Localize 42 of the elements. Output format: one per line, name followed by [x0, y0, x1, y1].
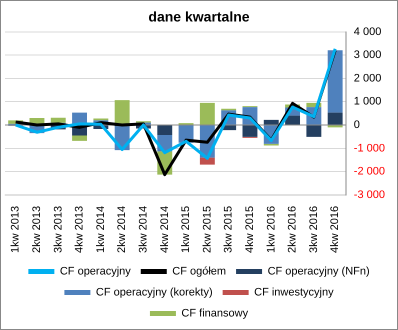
x-tick-label: 2kw 2014 [116, 206, 128, 254]
bar [328, 112, 343, 125]
bar [306, 126, 322, 137]
legend-label: CF finansowy [181, 308, 249, 320]
x-tick-label: 1kw 2013 [10, 206, 22, 254]
y-tick-label: -2 000 [354, 166, 386, 178]
bar [264, 120, 279, 125]
x-tick-label: 1kw 2016 [265, 206, 278, 254]
y-tick-label: 3 000 [354, 49, 382, 62]
bar [285, 116, 300, 125]
bar [114, 100, 130, 125]
legend-label: CF inwestycyjny [254, 286, 334, 299]
x-tick-label: 2kw 2016 [286, 206, 299, 254]
bar [72, 135, 88, 141]
y-tick-label: 4 000 [354, 26, 382, 38]
y-tick-label: -3 000 [354, 188, 386, 201]
x-tick-label: 3kw 2014 [137, 206, 150, 254]
x-tick-label: 4kw 2013 [74, 206, 86, 254]
legend-label: CF operacyjny (NFn) [268, 266, 370, 278]
x-tick-label: 4kw 2014 [158, 206, 171, 254]
bar [200, 158, 215, 165]
bar [328, 50, 343, 113]
x-tick-label: 3kw 2013 [52, 206, 64, 254]
chart-title: dane kwartalne [148, 8, 250, 24]
legend-label: CF operacyjny (korekty) [96, 286, 213, 299]
y-tick-label: -1 000 [354, 142, 386, 154]
y-tick-label: 1 000 [354, 96, 382, 108]
bar [157, 126, 172, 136]
x-tick-label: 3kw 2015 [222, 206, 235, 254]
x-tick-label: 4kw 2016 [329, 206, 342, 254]
bar [242, 126, 258, 137]
legend-label: CF ogółem [172, 266, 226, 278]
x-tick-label: 2kw 2015 [201, 206, 214, 254]
x-tick-label: 1kw 2015 [180, 206, 192, 254]
bar [200, 102, 215, 125]
x-tick-label: 1kw 2014 [94, 206, 107, 254]
y-tick-label: 2 000 [354, 72, 382, 84]
x-tick-label: 4kw 2015 [244, 206, 256, 254]
legend-label: CF operacyjny [60, 266, 132, 278]
y-tick-label: 0 [354, 119, 360, 132]
x-tick-label: 2kw 2013 [30, 206, 43, 254]
x-tick-label: 3kw 2016 [308, 206, 320, 254]
